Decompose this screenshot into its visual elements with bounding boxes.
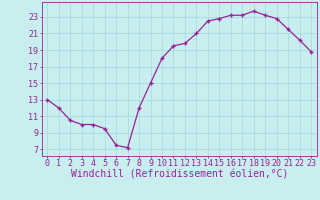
X-axis label: Windchill (Refroidissement éolien,°C): Windchill (Refroidissement éolien,°C) — [70, 170, 288, 180]
